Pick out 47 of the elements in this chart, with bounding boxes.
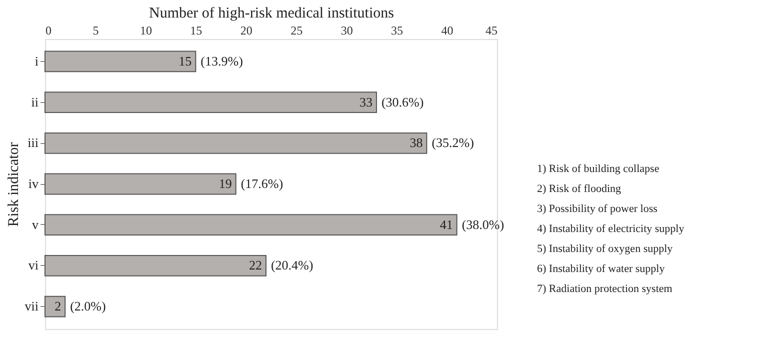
annotation: (17.6%) — [240, 176, 284, 191]
text: 3) Possibility of power loss — [537, 203, 658, 215]
annotation: (20.4%) — [270, 258, 314, 273]
text: 2) Risk of flooding — [537, 183, 622, 195]
x-tick-label: 30 — [340, 24, 353, 38]
text: 7) Radiation protection system — [537, 283, 673, 295]
y-tick-label: iii — [28, 135, 39, 150]
x-tick-label: 10 — [140, 24, 152, 38]
annotation: (35.2%) — [432, 135, 474, 150]
x-tick-label: 15 — [190, 24, 202, 38]
text: 6) Instability of water supply — [537, 263, 666, 275]
y-tick-label: iv — [28, 176, 39, 191]
y-tick-label: vi — [28, 258, 39, 273]
text: 1) Risk of building collapse — [537, 163, 660, 175]
annotation: (38.0%) — [462, 216, 504, 232]
text: 5) Instability of oxygen supply — [537, 243, 674, 255]
data-label: 22 — [248, 258, 262, 273]
x-tick-label: 20 — [240, 24, 252, 38]
x-tick-label: 25 — [290, 24, 303, 38]
bar — [44, 50, 196, 72]
y-tick-label: ii — [31, 94, 39, 110]
x-axis-title: Number of high-risk medical institutions — [149, 6, 394, 22]
bar — [44, 92, 377, 114]
y-tick-label: i — [34, 53, 39, 68]
annotation: (2.0%) — [70, 298, 106, 314]
data-label: 2 — [54, 298, 62, 314]
text: 4) Instability of electricity supply — [537, 223, 685, 235]
data-label: 41 — [440, 216, 453, 232]
x-tick-label: 5 — [92, 24, 99, 38]
bar — [44, 254, 266, 276]
y-tick-label: v — [32, 216, 39, 232]
annotation: (13.9%) — [200, 53, 243, 68]
bar — [44, 296, 66, 318]
x-tick-label: 40 — [441, 24, 454, 38]
x-tick-label: 45 — [486, 24, 498, 38]
y-axis-title: Risk indicator — [6, 142, 22, 227]
data-label: 19 — [218, 176, 232, 191]
data-label: 33 — [359, 94, 372, 110]
x-tick-label: 35 — [391, 24, 404, 38]
data-label: 38 — [410, 135, 423, 150]
bar — [44, 214, 458, 236]
annotation: (30.6%) — [381, 94, 424, 110]
bar — [44, 173, 236, 195]
y-tick-label: vii — [24, 298, 39, 314]
x-tick-label: 0 — [46, 24, 52, 38]
data-label: 15 — [178, 53, 192, 68]
bar — [44, 132, 428, 154]
